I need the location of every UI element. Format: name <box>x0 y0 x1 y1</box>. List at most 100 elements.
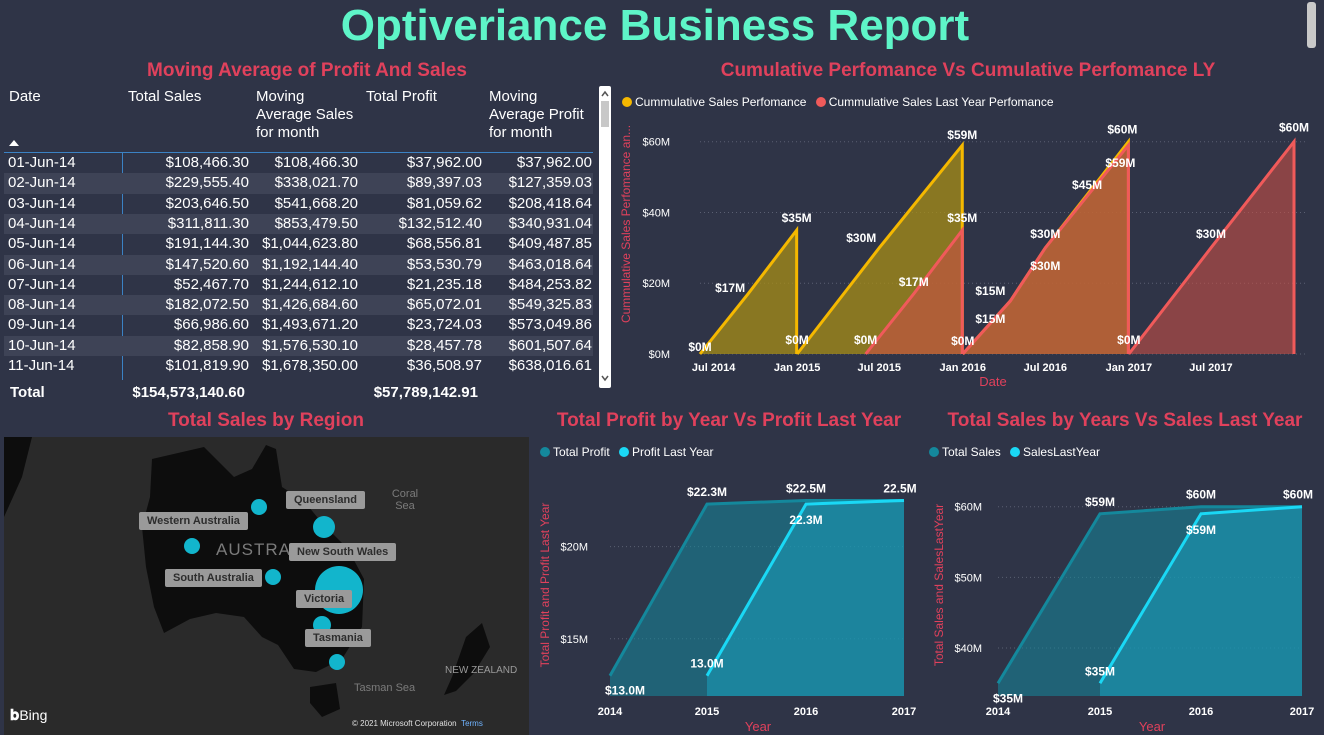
table-row: 09-Jun-14 $66,986.60 $1,493,671.20 $23,724.… <box>4 315 593 335</box>
table-cell: $28,457.78 <box>406 336 482 354</box>
land-fragment <box>4 437 32 517</box>
profit-chart[interactable]: $15M $20M 2014 2015 2016 2017 Year Total Profit… <box>532 470 924 735</box>
data-label: $30M <box>1030 259 1060 273</box>
table-cell: $108,466.30 <box>165 154 249 171</box>
table-cell: $37,962.00 <box>516 154 592 171</box>
table-cell: $147,520.60 <box>165 255 249 273</box>
y-tick-label: $60M <box>954 502 982 514</box>
region-label-victoria[interactable]: Victoria <box>296 590 353 608</box>
table-cell: $23,724.03 <box>406 316 482 334</box>
data-label: $59M <box>1105 156 1135 170</box>
region-label-western-australia[interactable]: Western Australia <box>139 512 248 530</box>
region-label-queensland[interactable]: Queensland <box>286 491 365 509</box>
table-cell: 05-Jun-14 <box>8 235 76 253</box>
y-tick-label: $15M <box>560 634 588 646</box>
header-divider <box>4 152 593 153</box>
legend-profit-ly[interactable]: Profit Last Year <box>632 445 714 459</box>
sort-ascending-icon[interactable] <box>9 140 19 146</box>
header-moving-avg-sales[interactable]: Moving Average Sales for month <box>256 88 354 141</box>
table-row: 07-Jun-14 $52,467.70 $1,244,612.10 $21,235.… <box>4 275 593 295</box>
sales-chart[interactable]: $40M $50M $60M 2014 2015 2016 2017 Year Total Sa… <box>926 470 1318 735</box>
sales-map[interactable]: AUSTRALIA Coral Sea Tasman Sea NEW ZEALA… <box>4 437 529 735</box>
bubble-nsw <box>313 516 335 538</box>
data-label: $0M <box>951 334 974 348</box>
x-axis-label: Date <box>979 374 1006 389</box>
legend-total-profit[interactable]: Total Profit <box>553 445 610 459</box>
x-tick-label: 2015 <box>1088 706 1112 718</box>
header-moving-avg-profit[interactable]: Moving Average Profit for month <box>489 88 584 141</box>
x-tick-label: Jan 2017 <box>1106 362 1152 374</box>
x-axis-label: Year <box>1139 719 1166 734</box>
cumulative-chart[interactable]: $0M $20M $40M $60M Jul 2014 Jan 2015 Jul 2015 J… <box>612 112 1312 397</box>
x-tick-label: 2017 <box>892 706 916 718</box>
table-row: 01-Jun-14 $108,466.30 $108,466.30 $37,962.0… <box>4 153 593 173</box>
table-row: 11-Jun-14 $101,819.90 $1,678,350.00 $36,508… <box>4 356 593 376</box>
region-label-south-australia[interactable]: South Australia <box>165 569 262 587</box>
cumulative-chart-title: Cumulative Perfomance Vs Cumulative Perf… <box>720 60 1216 81</box>
x-tick-label: Jan 2015 <box>774 362 820 374</box>
legend-sales-ly[interactable]: Cummulative Sales Last Year Perfomance <box>828 95 1054 109</box>
table-scroll-arrows[interactable] <box>599 86 611 388</box>
table-cell: $409,487.85 <box>508 235 592 253</box>
table-cell: $340,931.04 <box>508 214 592 232</box>
sales-legend-dot <box>622 97 632 107</box>
x-tick-label: 2014 <box>986 706 1011 718</box>
x-axis-label: Year <box>745 719 772 734</box>
header-total-profit[interactable]: Total Profit <box>366 88 437 105</box>
header-date[interactable]: Date <box>9 88 41 105</box>
table-cell: $81,059.62 <box>406 194 482 212</box>
series-line-sales-ly <box>864 225 964 355</box>
data-label: $17M <box>899 275 929 289</box>
data-label: $60M <box>1186 488 1216 502</box>
table-cell: $182,072.50 <box>165 296 249 314</box>
header-total-sales[interactable]: Total Sales <box>128 88 202 105</box>
legend-total-sales[interactable]: Total Sales <box>942 445 1001 459</box>
table-scrollbar-thumb[interactable] <box>601 101 609 127</box>
table-cell: $52,467.70 <box>173 275 249 293</box>
x-tick-label: Jul 2017 <box>1189 362 1232 374</box>
series-area-1 <box>1100 506 1302 696</box>
table-cell: $191,144.30 <box>165 235 249 253</box>
table-cell: 08-Jun-14 <box>8 296 76 314</box>
table-cell: $549,325.83 <box>508 296 592 314</box>
data-label: $59M <box>1085 495 1115 509</box>
page-scrollbar[interactable] <box>1307 2 1316 48</box>
legend-sales-last-year[interactable]: SalesLastYear <box>1023 445 1100 459</box>
sales-legend: Total Sales SalesLastYear <box>929 445 1100 459</box>
table-cell: 09-Jun-14 <box>8 316 76 334</box>
terms-link[interactable]: Terms <box>461 719 483 728</box>
table-cell: $601,507.64 <box>508 336 592 354</box>
y-tick-label: $50M <box>954 572 982 584</box>
data-label: 22.5M <box>883 481 916 495</box>
table-scrollbar[interactable] <box>599 86 611 388</box>
data-label: $60M <box>1107 123 1137 137</box>
y-axis-label: Total Sales and SalesLastYear <box>932 504 946 666</box>
table-cell: $132,512.40 <box>398 214 482 232</box>
bubble-queensland <box>251 499 267 515</box>
total-sales-value: $154,573,140.60 <box>132 384 245 401</box>
table-cell: $66,986.60 <box>173 316 249 334</box>
table-cell: $1,678,350.00 <box>262 357 358 374</box>
legend-sales[interactable]: Cummulative Sales Perfomance <box>635 95 807 109</box>
bing-icon: 𝐛 <box>10 707 20 724</box>
scroll-up-icon <box>601 90 609 97</box>
total-sales-legend-dot <box>929 447 939 457</box>
region-label-new-south-wales[interactable]: New South Wales <box>289 543 397 561</box>
data-label: $60M <box>1279 121 1309 135</box>
series-line-1 <box>705 498 905 677</box>
x-tick-label: Jan 2016 <box>939 362 985 374</box>
region-label-tasmania[interactable]: Tasmania <box>305 629 371 647</box>
table-cell: $89,397.03 <box>406 174 482 192</box>
profit-chart-title: Total Profit by Year Vs Profit Last Year <box>556 410 902 431</box>
cumulative-legend: Cummulative Sales Perfomance Cummulative… <box>622 95 1054 109</box>
table-cell: $101,819.90 <box>165 357 249 374</box>
data-label: $60M <box>1283 488 1313 502</box>
profit-legend-dot <box>540 447 550 457</box>
bing-label: Bing <box>19 707 48 723</box>
sales-ly-legend-dot <box>815 97 826 107</box>
y-axis-label: Total Profit and Profit Last Year <box>538 503 552 668</box>
new-zealand-shape <box>444 623 490 695</box>
profit-ly-legend-dot <box>619 447 630 457</box>
y-tick-label: $40M <box>642 207 670 219</box>
x-tick-label: Jul 2014 <box>692 362 736 374</box>
